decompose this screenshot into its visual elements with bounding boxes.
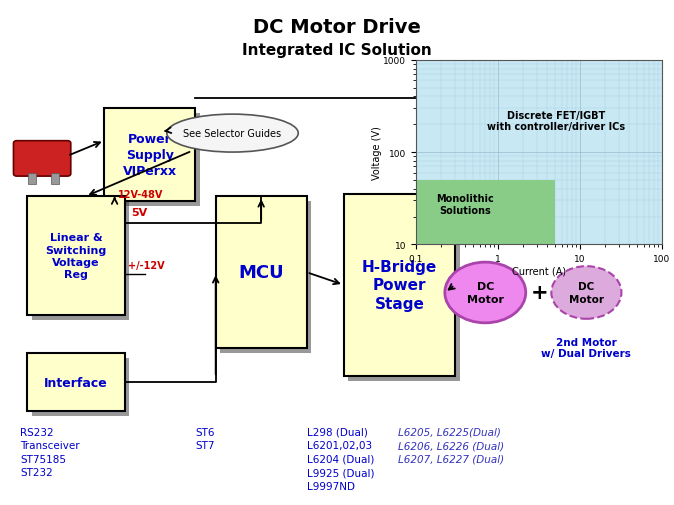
Text: MCU: MCU	[239, 264, 284, 282]
Text: DC
Motor: DC Motor	[467, 282, 503, 304]
Ellipse shape	[166, 115, 298, 153]
Text: L298 (Dual)
L6201,02,03
L6204 (Dual)
L9925 (Dual)
L9997ND: L298 (Dual) L6201,02,03 L6204 (Dual) L99…	[307, 427, 374, 491]
Text: Power
Supply
VIPerxx: Power Supply VIPerxx	[123, 133, 177, 178]
Text: Linear &
Switching
Voltage
Reg: Linear & Switching Voltage Reg	[45, 233, 106, 280]
FancyBboxPatch shape	[220, 202, 311, 354]
X-axis label: Current (A): Current (A)	[512, 266, 566, 276]
FancyBboxPatch shape	[27, 354, 125, 412]
FancyBboxPatch shape	[28, 173, 36, 184]
FancyBboxPatch shape	[32, 359, 129, 417]
Text: Interface: Interface	[44, 376, 108, 389]
Text: Discrete FET/IGBT
with controller/driver ICs: Discrete FET/IGBT with controller/driver…	[487, 111, 625, 132]
FancyBboxPatch shape	[109, 114, 200, 207]
FancyBboxPatch shape	[51, 173, 59, 184]
Polygon shape	[416, 180, 555, 245]
Text: DC
Motor: DC Motor	[569, 282, 604, 304]
Text: 5V: 5V	[131, 208, 148, 218]
Text: Monolithic
Solutions: Monolithic Solutions	[436, 193, 494, 215]
Y-axis label: Voltage (V): Voltage (V)	[372, 126, 381, 180]
Text: +/-12V: +/-12V	[128, 260, 164, 270]
Text: Integrated IC Solution: Integrated IC Solution	[242, 43, 432, 58]
Text: RS232
Transceiver
ST75185
ST232: RS232 Transceiver ST75185 ST232	[20, 427, 80, 477]
FancyBboxPatch shape	[344, 194, 455, 376]
Text: DC Motor Drive: DC Motor Drive	[253, 18, 421, 37]
FancyBboxPatch shape	[104, 109, 195, 202]
Text: L6205, L6225(Dual)
L6206, L6226 (Dual)
L6207, L6227 (Dual): L6205, L6225(Dual) L6206, L6226 (Dual) L…	[398, 427, 503, 464]
FancyBboxPatch shape	[27, 197, 125, 316]
Circle shape	[551, 267, 621, 319]
Text: H-Bridge
Power
Stage: H-Bridge Power Stage	[362, 259, 437, 312]
FancyBboxPatch shape	[13, 141, 71, 177]
Text: 2nd Motor
w/ Dual Drivers: 2nd Motor w/ Dual Drivers	[541, 337, 632, 359]
Text: See Selector Guides: See Selector Guides	[183, 129, 282, 139]
FancyBboxPatch shape	[216, 197, 307, 348]
FancyBboxPatch shape	[32, 202, 129, 321]
Text: 12V-48V: 12V-48V	[118, 189, 163, 199]
Text: ST6
ST7: ST6 ST7	[195, 427, 215, 450]
FancyBboxPatch shape	[348, 199, 460, 381]
Text: +: +	[530, 283, 548, 303]
Circle shape	[445, 263, 526, 323]
